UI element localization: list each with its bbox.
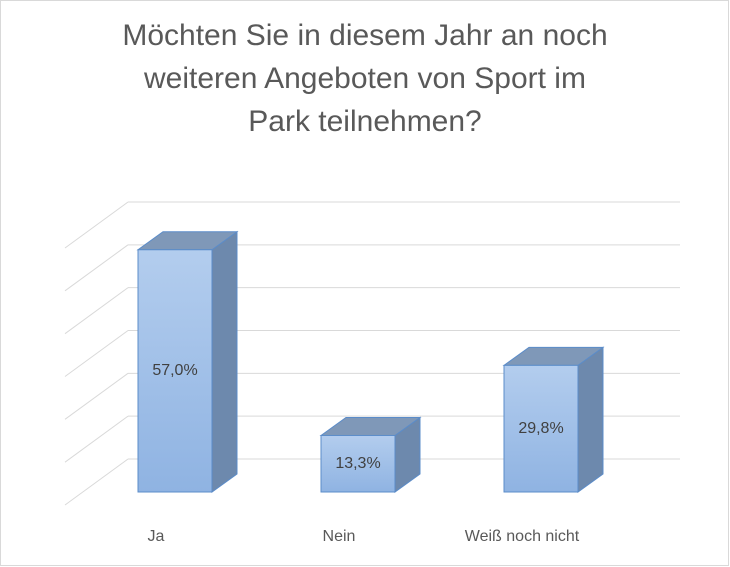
bar-side (577, 346, 604, 493)
grid-line (64, 201, 129, 249)
bar (320, 434, 396, 493)
bar (137, 249, 213, 493)
bar-side (211, 230, 238, 493)
grid-line (64, 458, 129, 506)
grid-line (64, 372, 129, 420)
grid-line (64, 415, 129, 463)
grid-line (64, 287, 129, 335)
x-tick-label: Ja (148, 528, 165, 545)
chart-title: Möchten Sie in diesem Jahr an noch weite… (122, 19, 608, 138)
data-label: 13,3% (335, 455, 380, 472)
data-label: 57,0% (152, 362, 197, 379)
grid-line (64, 244, 129, 292)
data-label: 29,8% (518, 420, 563, 437)
bar (503, 364, 579, 493)
grid-line (64, 330, 129, 377)
x-tick-label: Nein (323, 528, 356, 545)
x-tick-label: Weiß noch nicht (465, 528, 580, 545)
